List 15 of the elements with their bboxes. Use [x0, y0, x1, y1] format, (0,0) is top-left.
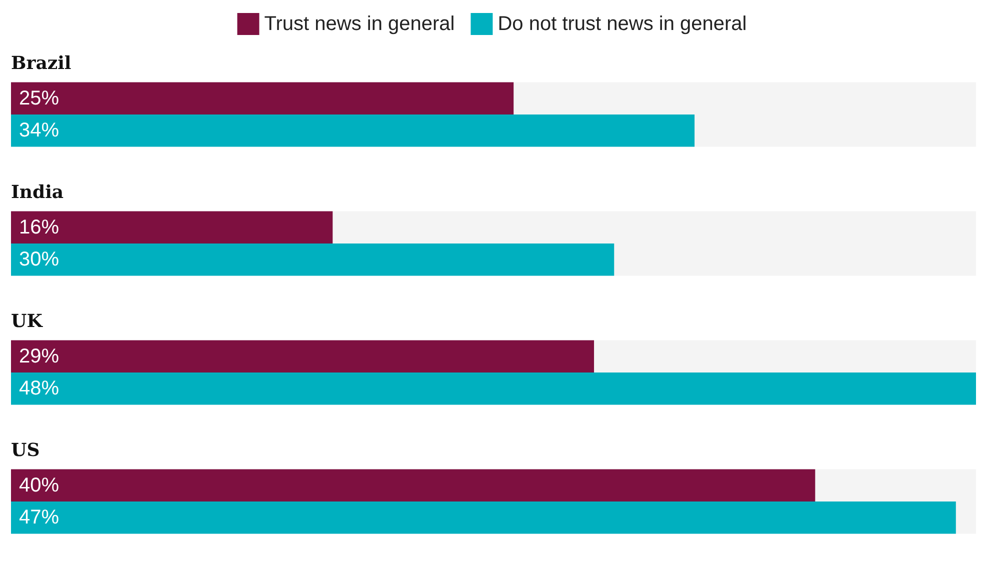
y-tick-label: India — [11, 182, 64, 203]
data-label: 34% — [19, 120, 60, 142]
y-tick-label: UK — [11, 311, 44, 332]
legend-label: Trust news in general — [264, 13, 455, 35]
data-label: 40% — [19, 474, 60, 496]
data-label: 25% — [19, 87, 60, 110]
y-tick-label: US — [11, 440, 40, 461]
data-label: 29% — [19, 345, 60, 368]
data-label: 16% — [19, 216, 60, 238]
legend-label: Do not trust news in general — [498, 13, 747, 35]
bar — [11, 502, 956, 534]
data-label: 48% — [19, 378, 60, 400]
data-label: 47% — [19, 506, 60, 529]
y-tick-label: Brazil — [11, 53, 72, 74]
data-label: 30% — [19, 248, 60, 271]
